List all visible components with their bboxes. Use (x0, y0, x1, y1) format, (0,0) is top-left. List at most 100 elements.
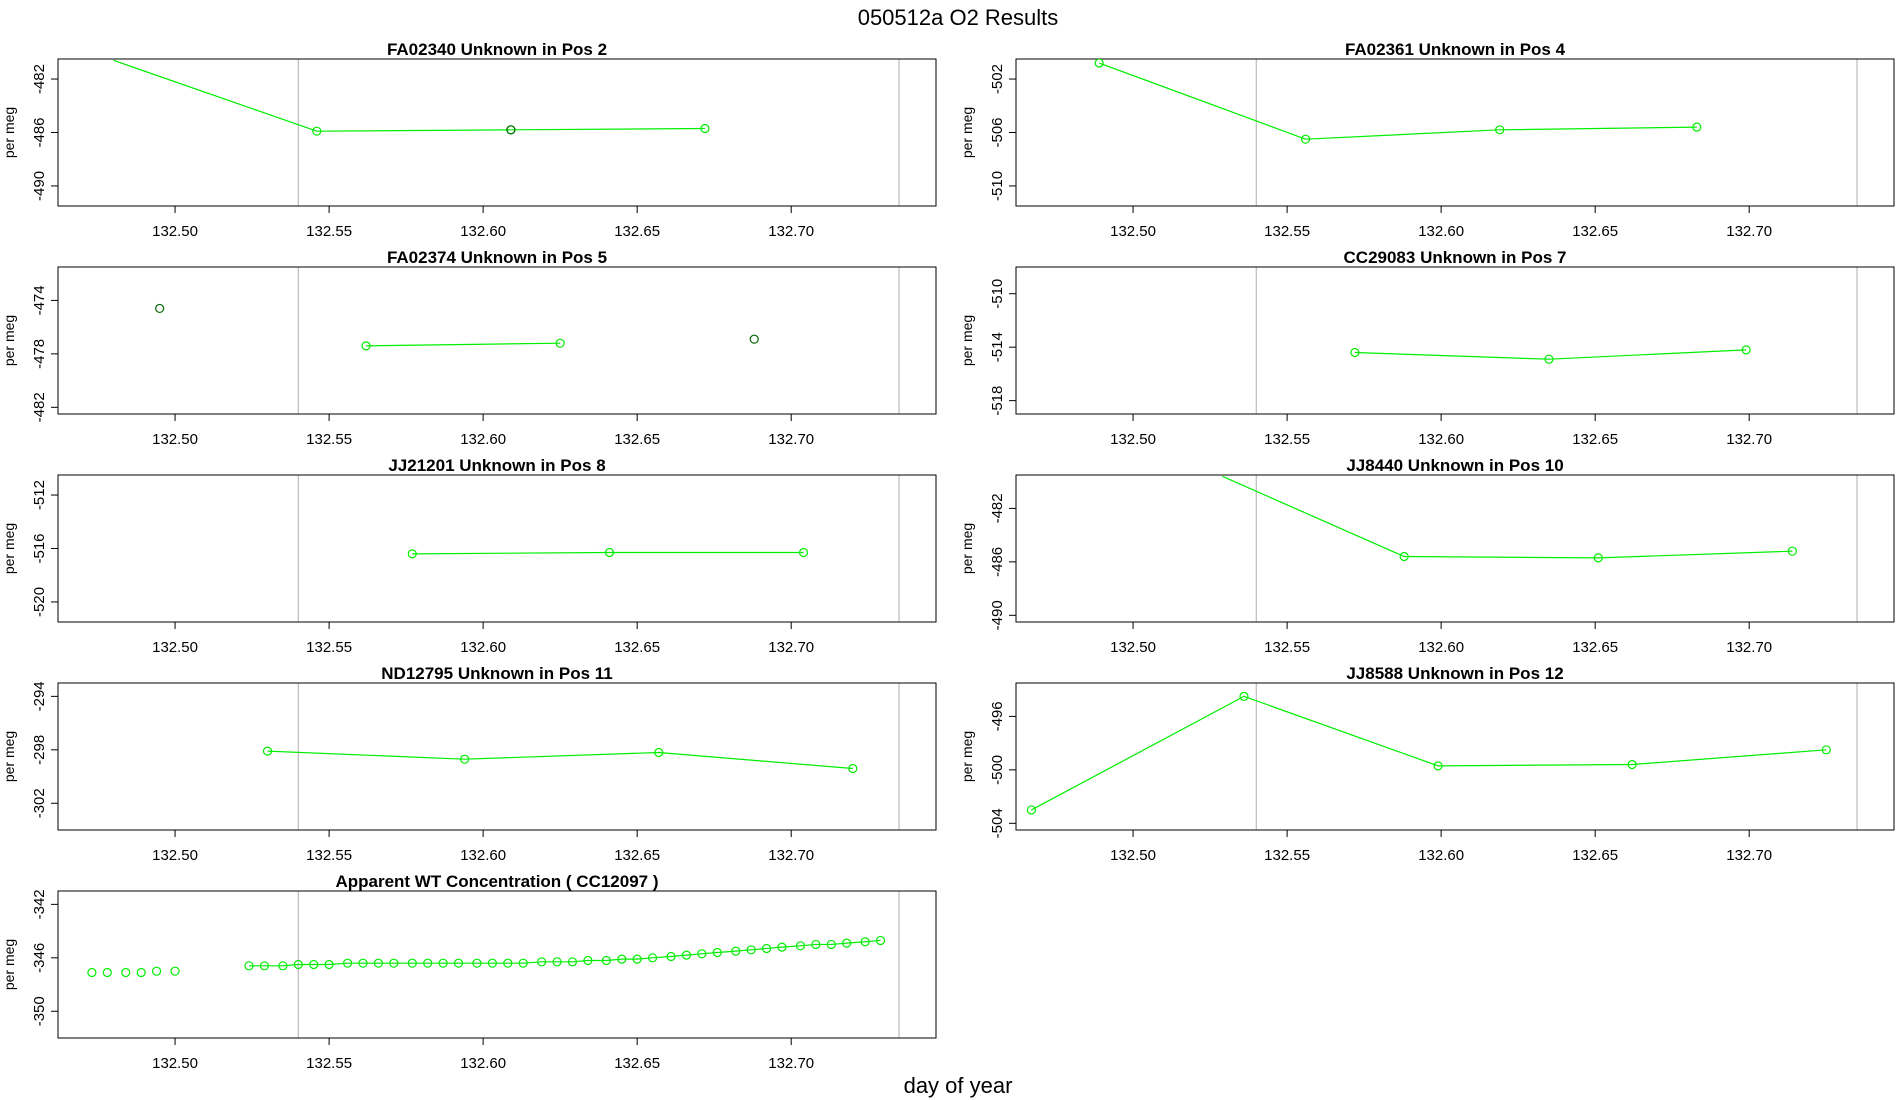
y-tick-label: -490 (31, 171, 48, 201)
data-point (259, 961, 270, 971)
y-tick-label: -514 (989, 332, 1006, 362)
x-tick-label: 132.60 (460, 223, 506, 240)
y-tick-label: -520 (31, 587, 48, 617)
y-tick-label: -510 (989, 279, 1006, 309)
y-tick-label: -294 (31, 681, 48, 711)
data-point (601, 955, 611, 966)
data-point (666, 951, 676, 962)
x-tick-label: 132.60 (1418, 847, 1464, 864)
panel-title: ND12795 Unknown in Pos 11 (381, 664, 612, 683)
panel-title: JJ8440 Unknown in Pos 10 (1346, 456, 1563, 475)
x-tick-label: 132.60 (1418, 639, 1464, 656)
x-tick-label: 132.55 (1264, 223, 1310, 240)
x-tick-label: 132.65 (614, 431, 660, 448)
x-tick-label: 132.70 (1726, 847, 1772, 864)
y-axis-label: per meg (1, 523, 17, 574)
data-layer (1222, 475, 1797, 563)
series-line (366, 342, 561, 347)
data-point (842, 938, 852, 948)
y-tick-label: -490 (989, 600, 1006, 630)
data-point (389, 958, 399, 968)
data-layer (113, 59, 710, 136)
data-point (1593, 553, 1603, 563)
data-point (1433, 761, 1443, 771)
x-tick-label: 132.50 (152, 431, 198, 448)
data-point (746, 945, 756, 955)
data-layer (407, 547, 809, 559)
y-tick-label: -500 (989, 755, 1006, 785)
data-point (860, 937, 870, 947)
y-axis-label: per meg (959, 731, 975, 782)
data-point (1399, 551, 1409, 562)
x-tick-label: 132.70 (768, 431, 814, 448)
data-point (700, 123, 710, 134)
data-point (407, 958, 417, 968)
x-tick-label: 132.55 (306, 431, 352, 448)
x-tick-label: 132.60 (460, 847, 506, 864)
data-layer (87, 935, 886, 978)
y-axis-label: per meg (1, 107, 17, 158)
x-tick-label: 132.55 (1264, 639, 1310, 656)
x-tick-label: 132.65 (614, 1055, 660, 1072)
chart-panel-5: JJ21201 Unknown in Pos 8 per meg 132.50 132… (1, 456, 937, 656)
y-axis-label: per meg (959, 315, 975, 366)
panels: FA02340 Unknown in Pos 2 per meg 132.50 132… (1, 40, 1895, 1072)
data-point (1821, 745, 1831, 755)
y-tick-label: -502 (989, 64, 1006, 94)
data-point (632, 954, 642, 964)
x-tick-label: 132.70 (1726, 223, 1772, 240)
y-tick-label: -486 (989, 547, 1006, 577)
y-tick-label: -510 (989, 171, 1006, 201)
y-tick-label: -342 (31, 889, 48, 919)
data-point (681, 950, 692, 960)
x-tick-label: 132.50 (152, 847, 198, 864)
data-point (537, 957, 547, 967)
plot-frame (1015, 266, 1895, 415)
data-point (798, 547, 809, 558)
series-line (412, 551, 804, 555)
data-point (407, 549, 417, 559)
data-point (312, 126, 322, 136)
series-line (1354, 349, 1747, 360)
data-point (361, 341, 371, 351)
data-point (262, 746, 273, 756)
x-tick-label: 132.55 (1264, 431, 1310, 448)
series-line (249, 939, 881, 967)
data-point (712, 947, 722, 958)
series-line (1222, 475, 1793, 559)
data-point (487, 958, 497, 968)
x-tick-label: 132.50 (152, 1055, 198, 1072)
y-tick-label: -478 (31, 339, 48, 369)
x-tick-label: 132.65 (1572, 639, 1618, 656)
x-tick-label: 132.60 (460, 639, 506, 656)
series-line (267, 750, 853, 770)
plot-frame (57, 890, 937, 1039)
data-layer (1026, 691, 1831, 815)
data-point (795, 941, 806, 951)
data-point (604, 547, 615, 558)
data-point (826, 939, 836, 950)
data-point (1350, 347, 1360, 358)
x-tick-label: 132.55 (306, 639, 352, 656)
x-tick-label: 132.50 (1110, 639, 1156, 656)
x-tick-label: 132.65 (1572, 223, 1618, 240)
y-tick-label: -482 (989, 493, 1006, 523)
x-tick-label: 132.70 (768, 1055, 814, 1072)
y-tick-label: -482 (31, 64, 48, 94)
plot-frame (57, 266, 937, 415)
data-point (697, 949, 707, 959)
data-point (358, 958, 368, 968)
chart-panel-2: FA02361 Unknown in Pos 4 per meg 132.50 132… (959, 40, 1895, 240)
data-point (1627, 759, 1637, 770)
x-tick-label: 132.60 (1418, 431, 1464, 448)
data-point (654, 747, 664, 758)
data-point (1495, 125, 1505, 135)
x-tick-label: 132.50 (152, 639, 198, 656)
data-point (647, 953, 658, 963)
data-point (309, 959, 319, 970)
data-point (460, 754, 470, 764)
data-layer (155, 303, 759, 351)
data-point (503, 958, 513, 968)
y-axis-label: per meg (959, 107, 975, 158)
data-layer (262, 746, 858, 774)
